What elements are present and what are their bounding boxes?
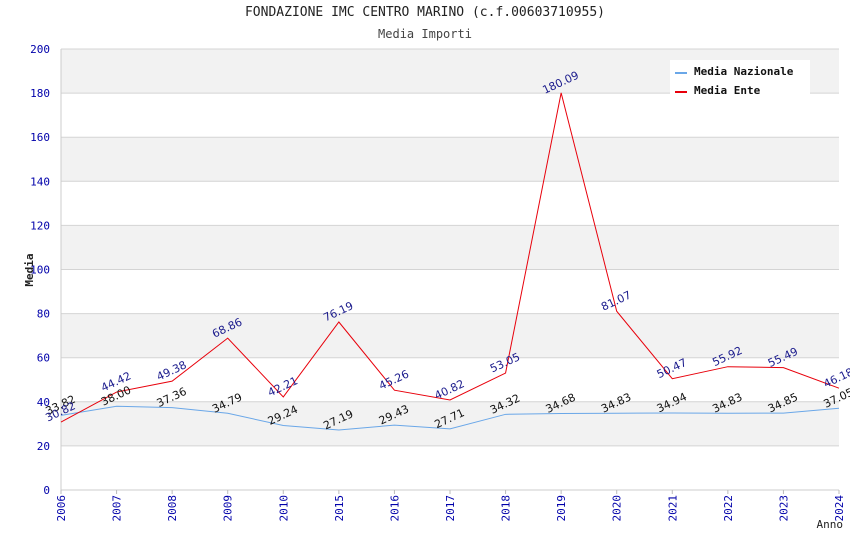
y-tick-label: 0 [43,484,50,497]
y-tick-label: 160 [30,131,50,144]
x-tick-label: 2021 [666,495,679,522]
y-tick-label: 20 [37,440,50,453]
x-axis-ticks: 2006 2007 2008 2009 2010 2015 2016 2017 2018 2019… [55,490,846,522]
y-axis-ticks: 0 20 40 60 80 100 120 140 160 180 200 [30,43,50,497]
y-tick-label: 60 [37,352,50,365]
legend-label-media-nazionale: Media Nazionale [694,65,794,78]
chart-subtitle: Media Importi [378,27,472,41]
y-axis-label: Media [23,253,36,286]
x-tick-label: 2006 [55,495,68,522]
y-tick-label: 180 [30,87,50,100]
grid-band [61,357,839,402]
series-lines [60,92,840,431]
grid-band [61,445,839,490]
y-tick-label: 140 [30,175,50,188]
y-tick-label: 200 [30,43,50,56]
legend-label-media-ente: Media Ente [694,84,761,97]
grid-band [61,181,839,226]
x-tick-label: 2016 [388,495,401,522]
grid-bands [61,49,839,490]
series-line-media-ente [60,92,840,423]
x-tick-label: 2024 [833,495,846,522]
y-tick-label: 100 [30,264,50,277]
y-tick-label: 120 [30,219,50,232]
chart-title: FONDAZIONE IMC CENTRO MARINO (c.f.006037… [244,5,606,20]
grid-band [61,269,839,314]
y-tick-label: 80 [37,308,50,321]
x-tick-label: 2023 [777,495,790,522]
y-tick-label: 40 [37,396,50,409]
grid-band [61,93,839,138]
grid-band [61,313,839,358]
x-tick-label: 2007 [111,495,124,522]
x-tick-label: 2009 [222,495,235,522]
x-axis-label: Anno [817,518,844,531]
x-tick-label: 2017 [444,495,457,522]
legend-box [670,60,810,98]
x-tick-label: 2018 [500,495,513,522]
legend: Media Nazionale Media Ente [670,60,810,98]
x-tick-label: 2019 [555,495,568,522]
x-tick-label: 2022 [722,495,735,522]
x-tick-label: 2008 [166,495,179,522]
grid-band [61,225,839,270]
grid-band [61,137,839,182]
x-tick-label: 2015 [333,495,346,522]
x-tick-label: 2020 [611,495,624,522]
x-tick-label: 2010 [277,495,290,522]
series-line-media-nazionale [60,405,840,431]
